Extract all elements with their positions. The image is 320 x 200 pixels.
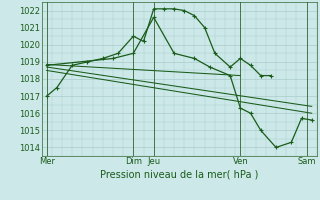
X-axis label: Pression niveau de la mer( hPa ): Pression niveau de la mer( hPa ) — [100, 169, 258, 179]
